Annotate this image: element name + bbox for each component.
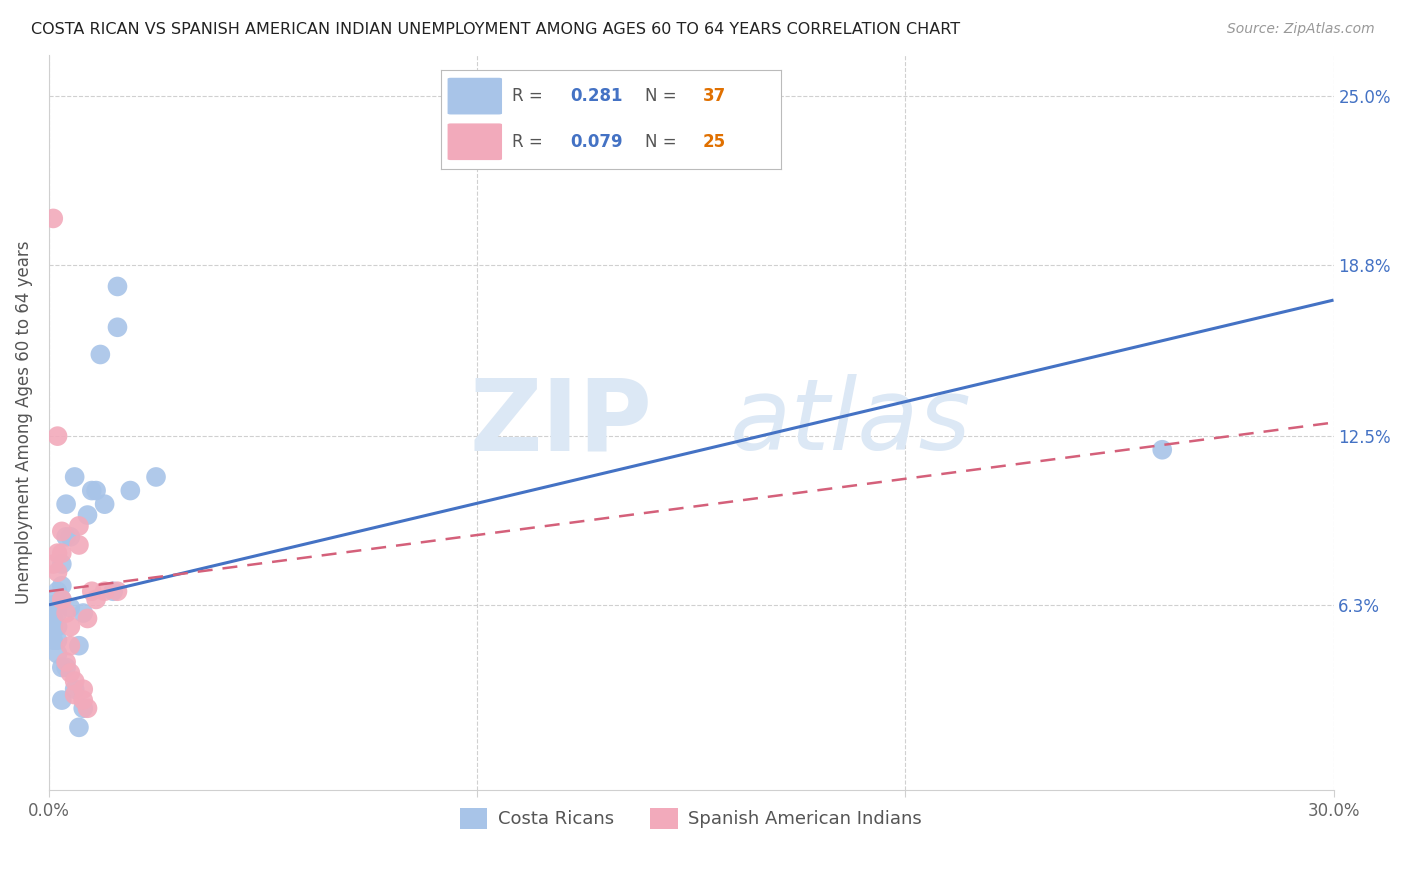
Point [84,592,107,607]
Point [59,620,82,634]
Point [93,584,115,599]
Point [51,592,73,607]
Point [42,620,65,634]
Point [59,639,82,653]
Point [84,483,107,498]
Point [67,538,90,552]
Point [55,660,77,674]
Point [89,347,111,361]
Point [72,606,94,620]
Point [51,660,73,674]
Point [59,600,82,615]
Point [107,279,129,293]
Point [59,530,82,544]
Point [80,584,103,599]
Point [42,611,65,625]
Point [145,470,167,484]
Point [67,639,90,653]
Point [42,557,65,571]
Text: ZIP: ZIP [470,374,652,471]
Point [46,598,69,612]
Point [51,557,73,571]
Point [42,633,65,648]
Point [51,524,73,539]
Point [63,674,86,689]
Point [55,606,77,620]
Point [42,211,65,226]
Point [46,647,69,661]
Point [76,701,98,715]
Text: Source: ZipAtlas.com: Source: ZipAtlas.com [1227,22,1375,37]
Point [42,598,65,612]
Point [46,546,69,560]
Point [63,470,86,484]
Point [51,592,73,607]
Point [46,429,69,443]
Point [51,546,73,560]
Point [67,519,90,533]
Point [63,682,86,697]
Point [72,682,94,697]
Text: COSTA RICAN VS SPANISH AMERICAN INDIAN UNEMPLOYMENT AMONG AGES 60 TO 64 YEARS CO: COSTA RICAN VS SPANISH AMERICAN INDIAN U… [31,22,960,37]
Point [67,720,90,734]
Point [55,530,77,544]
Point [46,606,69,620]
Point [72,701,94,715]
Point [103,584,125,599]
Point [107,320,129,334]
Point [51,693,73,707]
Point [55,497,77,511]
Point [46,565,69,579]
Point [93,497,115,511]
Point [76,508,98,522]
Point [120,483,142,498]
Point [107,584,129,599]
Point [76,611,98,625]
Point [1152,442,1174,457]
Legend: Costa Ricans, Spanish American Indians: Costa Ricans, Spanish American Indians [453,801,929,836]
Y-axis label: Unemployment Among Ages 60 to 64 years: Unemployment Among Ages 60 to 64 years [15,241,32,604]
Point [63,688,86,702]
Point [80,483,103,498]
Text: atlas: atlas [730,374,972,471]
Point [46,633,69,648]
Point [51,579,73,593]
Point [46,584,69,599]
Point [55,655,77,669]
Point [46,620,69,634]
Point [72,693,94,707]
Point [59,665,82,680]
